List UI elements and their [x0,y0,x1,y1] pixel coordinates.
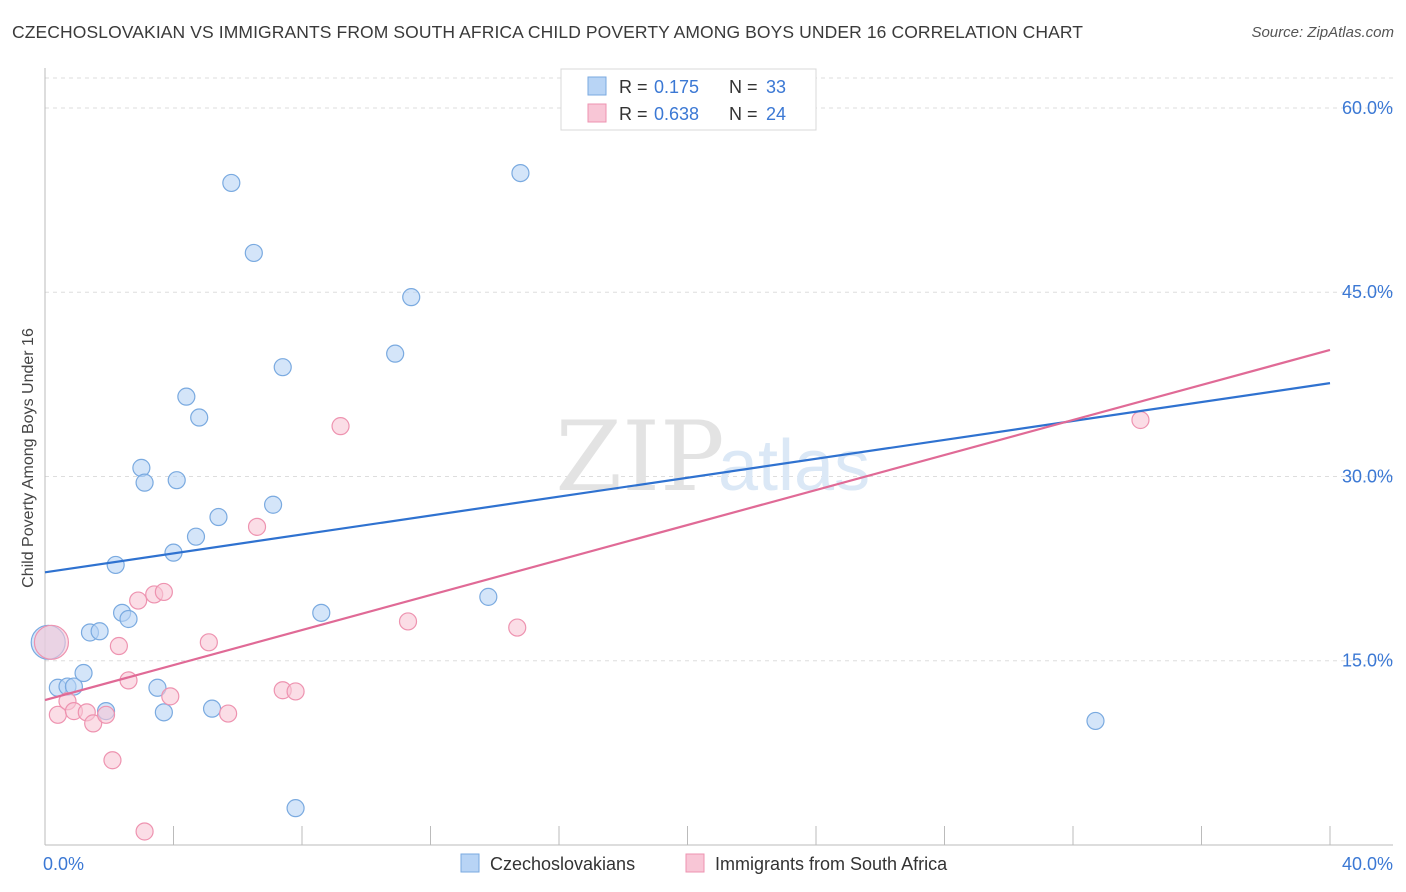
blue-data-point [186,527,206,546]
pink-data-point [286,682,305,701]
source-label: Source: ZipAtlas.com [1251,24,1394,41]
blue-swatch [587,76,607,96]
pink-data-point [96,705,116,724]
chart-title: CZECHOSLOVAKIAN VS IMMIGRANTS FROM SOUTH… [12,22,1084,42]
pink-data-point [135,822,154,841]
pink-data-point [1131,410,1150,430]
blue-data-point [119,609,138,629]
blue-data-point [135,473,154,492]
blue-data-point [167,471,186,490]
x-tick-label: 40.0% [1342,854,1393,874]
watermark-zip: ZIP [555,401,724,513]
tick-labels: 15.0% 30.0% 45.0% 60.0% 0.0% 40.0% [43,98,1393,874]
blue-data-point [222,173,241,193]
pink-trend-line [44,348,1331,702]
pink-data-point [109,636,128,656]
blue-data-point [286,799,305,818]
top-legend: R = 0.175 N = 33 R = 0.638 N = 24 [560,68,817,131]
blue-data-point [244,243,263,263]
legend-label-immigrants-south-africa: Immigrants from South Africa [715,854,948,874]
y-axis-label: Child Poverty Among Boys Under 16 [20,328,37,588]
legend-swatch-immigrants-south-africa [685,853,705,873]
y-tick-label: 60.0% [1342,98,1393,118]
blue-data-point [402,288,421,307]
pink-data-point [103,751,122,770]
blue-data-point [106,555,125,575]
blue-data-point [273,358,292,377]
y-tick-label: 45.0% [1342,282,1393,302]
bottom-legend: Czechoslovakians Immigrants from South A… [460,853,948,874]
pink-data-point [199,633,218,652]
legend-swatch-czechoslovakians [460,853,480,873]
pink-data-point [247,517,267,536]
blue-data-point [177,387,196,406]
blue-data-point [479,587,498,606]
x-tick-label: 0.0% [43,854,84,874]
r-value: 0.638 [654,104,699,124]
pink-data-point [508,618,527,637]
n-label: N = [729,77,758,97]
blue-data-point [263,495,283,514]
pink-data-point [331,417,350,436]
blue-data-point [312,603,331,622]
y-tick-label: 15.0% [1342,651,1393,671]
blue-data-point [209,507,228,527]
y-tick-label: 30.0% [1342,466,1393,486]
blue-data-point [511,163,530,183]
blue-data-point [154,703,173,722]
watermark: ZIP atlas [555,401,870,513]
blue-data-point [386,344,405,363]
pink-data-point [119,671,138,690]
axes [44,68,1393,846]
legend-label-czechoslovakians: Czechoslovakians [490,854,635,874]
blue-trend-line [44,382,1331,574]
blue-data-point [148,678,167,697]
n-value: 24 [766,104,786,124]
pink-data-point [129,591,148,610]
watermark-atlas: atlas [718,426,870,506]
trend-lines [44,348,1331,702]
r-label: R = [619,77,648,97]
r-label: R = [619,104,648,124]
pink-data-point [84,714,103,733]
pink-data-point [219,704,238,723]
blue-data-point [74,663,93,683]
blue-data-point [132,458,151,477]
blue-data-point [202,699,222,718]
top-legend-row-pink: R = 0.638 N = 24 [587,103,786,124]
r-value: 0.175 [654,77,699,97]
pink-swatch [587,103,607,123]
pink-data-point [33,624,70,660]
gridlines [45,77,1393,662]
pink-data-point [154,582,173,602]
pink-data-point [398,612,418,631]
pink-data-point [161,687,180,706]
blue-data-point [190,408,209,427]
blue-data-point [1086,711,1105,731]
blue-data-point [90,622,109,641]
n-label: N = [729,104,758,124]
n-value: 33 [766,77,786,97]
top-legend-row-blue: R = 0.175 N = 33 [587,76,786,97]
